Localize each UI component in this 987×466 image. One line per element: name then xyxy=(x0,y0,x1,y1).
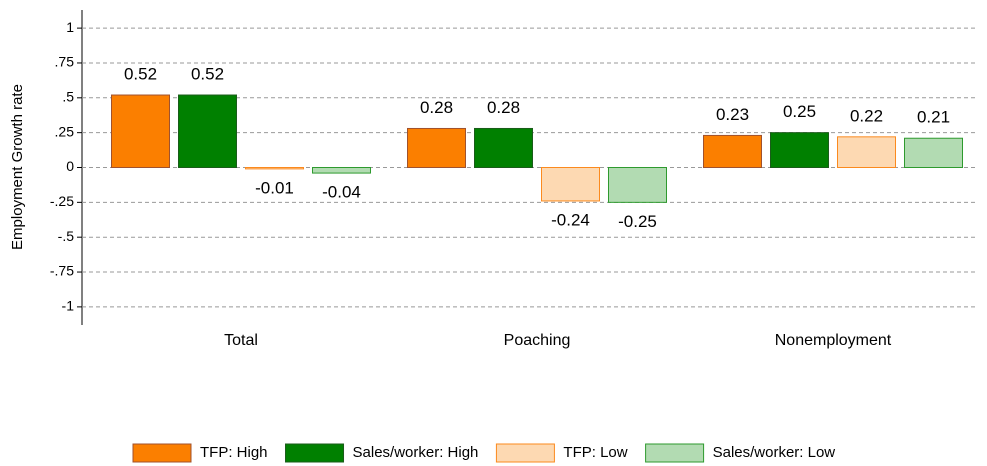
bar xyxy=(703,134,762,168)
value-label: -0.04 xyxy=(322,183,361,202)
bar xyxy=(178,94,237,168)
value-label: 0.22 xyxy=(850,106,883,125)
bar xyxy=(904,137,963,168)
x-tick-label: Total xyxy=(224,332,258,349)
bar xyxy=(541,167,600,202)
legend-swatch xyxy=(495,443,555,463)
legend-swatch xyxy=(132,443,192,463)
bar xyxy=(474,127,533,168)
x-tick-label: Poaching xyxy=(504,332,571,349)
value-label: 0.23 xyxy=(716,105,749,124)
value-label: -0.25 xyxy=(618,212,657,231)
y-tick-label: -.25 xyxy=(50,193,74,209)
legend-label: TFP: Low xyxy=(563,444,627,461)
bar xyxy=(111,94,170,168)
bar xyxy=(608,167,667,203)
y-tick-label: 0 xyxy=(66,158,74,174)
y-tick-label: 1 xyxy=(66,19,74,35)
bar xyxy=(245,167,304,170)
bar xyxy=(837,136,896,169)
value-label: 0.52 xyxy=(191,65,224,84)
y-tick-label: .25 xyxy=(55,123,75,139)
value-label: 0.52 xyxy=(124,65,157,84)
y-tick-label: -1 xyxy=(62,298,75,314)
value-label: 0.28 xyxy=(487,98,520,117)
value-label: 0.21 xyxy=(917,108,950,127)
legend-swatch xyxy=(645,443,705,463)
bar xyxy=(770,132,829,168)
legend-label: TFP: High xyxy=(200,444,268,461)
bar xyxy=(312,167,371,174)
y-tick-label: -.5 xyxy=(58,228,75,244)
legend-label: Sales/worker: Low xyxy=(713,444,836,461)
value-label: 0.25 xyxy=(783,102,816,121)
legend-swatch xyxy=(285,443,345,463)
bar xyxy=(407,127,466,168)
y-tick-label: .75 xyxy=(55,54,75,70)
x-tick-label: Nonemployment xyxy=(775,332,892,349)
y-tick-label: -.75 xyxy=(50,263,74,279)
legend-label: Sales/worker: High xyxy=(353,444,479,461)
value-label: -0.24 xyxy=(551,210,590,229)
value-label: 0.28 xyxy=(420,98,453,117)
y-tick-label: .5 xyxy=(62,89,74,105)
y-axis-label: Employment Growth rate xyxy=(9,84,26,250)
value-label: -0.01 xyxy=(255,178,294,197)
